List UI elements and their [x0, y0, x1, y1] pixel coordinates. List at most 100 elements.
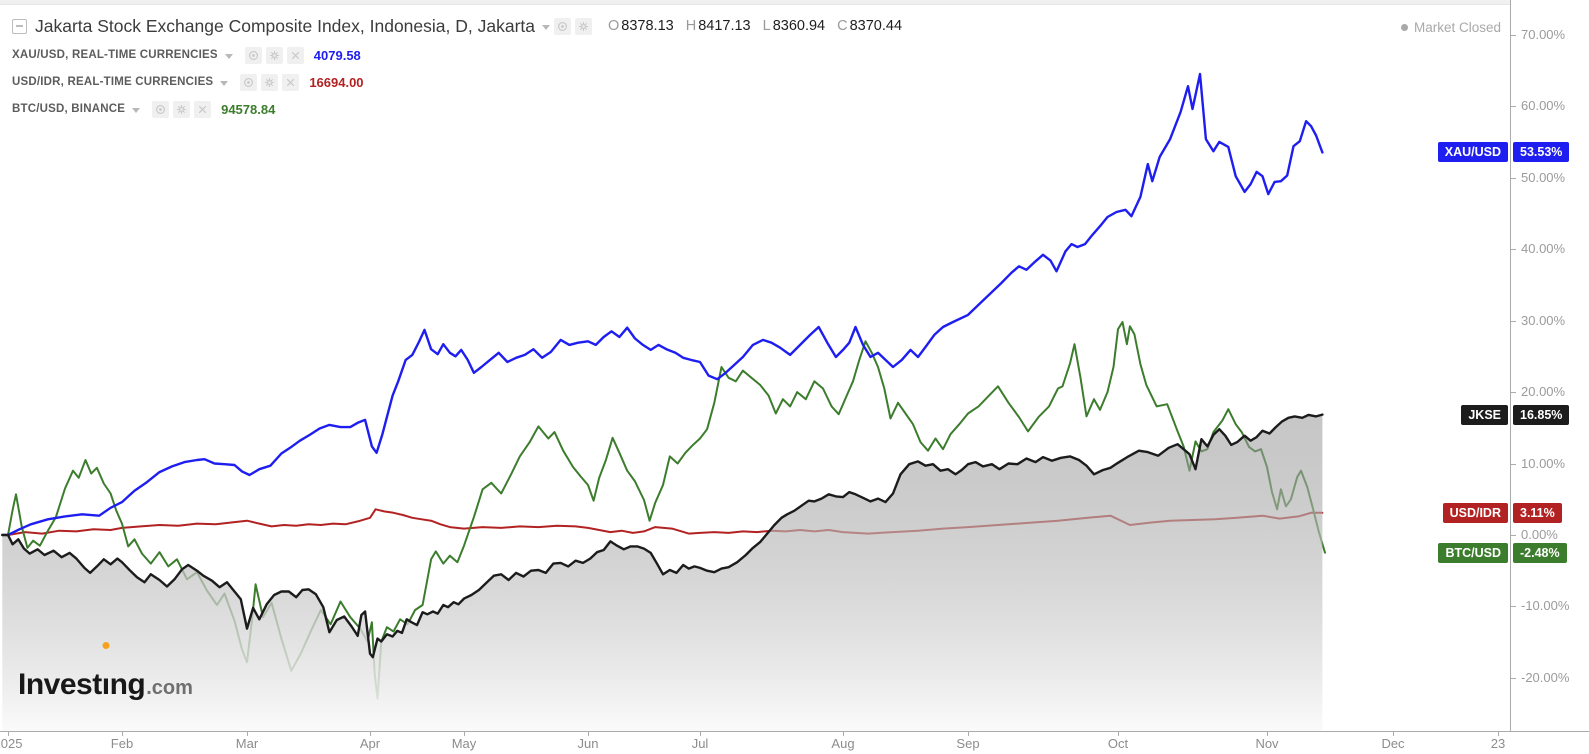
- series-badge-usdidr: USD/IDR: [1442, 503, 1508, 523]
- open-label: O: [608, 18, 620, 34]
- gear-icon[interactable]: [575, 17, 592, 35]
- series-badge-value-jkse: 16.85%: [1513, 405, 1570, 425]
- price-chart-canvas[interactable]: [0, 0, 1510, 731]
- time-axis[interactable]: 2025 Feb Mar Apr May Jun Jul Aug Sep Oct Nov Dec 23: [0, 731, 1589, 754]
- chevron-down-icon[interactable]: [542, 24, 550, 30]
- x-axis-tick: [1393, 732, 1394, 736]
- x-axis-tick: [843, 732, 844, 736]
- y-axis-tick: [1511, 106, 1516, 108]
- y-axis-label: 10.00%: [1521, 455, 1566, 471]
- brand-suffix: .com: [146, 677, 193, 699]
- x-axis-tick: [1498, 732, 1499, 736]
- series-badge-btcusd: BTC/USD: [1438, 543, 1508, 563]
- close-icon[interactable]: [194, 100, 212, 118]
- series-badge-jkse: JKSE: [1461, 405, 1508, 425]
- price-axis[interactable]: 70.00% 60.00% 50.00% 40.00% 30.00% 20.00% 10.0…: [1510, 0, 1589, 731]
- legend-value-2: 94578.84: [221, 101, 276, 117]
- symbol-label[interactable]: USD/IDR, REAL-TIME CURRENCIES: [12, 76, 214, 88]
- legend-panel: Jakarta Stock Exchange Composite Index, …: [12, 14, 902, 126]
- open-value: 8378.13: [621, 18, 674, 34]
- x-axis-label: Mar: [235, 736, 259, 751]
- x-axis-label: May: [451, 736, 477, 751]
- page-title[interactable]: Jakarta Stock Exchange Composite Index, …: [35, 15, 535, 36]
- market-status-text: Market Closed: [1413, 20, 1501, 35]
- low-value: 8360.94: [772, 18, 826, 34]
- close-icon[interactable]: [286, 46, 304, 64]
- legend-value-1: 16694.00: [309, 74, 364, 90]
- y-axis-label: 70.00%: [1521, 26, 1566, 42]
- x-axis-tick: [700, 732, 701, 736]
- x-axis-tick: [247, 732, 248, 736]
- gear-icon[interactable]: [265, 46, 283, 64]
- legend-row-xauusd: XAU/USD, REAL-TIME CURRENCIES 4079.58: [12, 45, 902, 65]
- series-badge-value-xauusd: 53.53%: [1513, 142, 1570, 162]
- gear-icon[interactable]: [261, 73, 279, 91]
- chevron-down-icon[interactable]: [224, 53, 233, 59]
- y-axis-label: 50.00%: [1521, 169, 1566, 185]
- x-axis-label: Jul: [691, 736, 709, 751]
- brand-text: Investı ng: [18, 642, 146, 702]
- x-axis-label: Aug: [831, 736, 855, 751]
- x-axis-label: Jun: [577, 736, 599, 751]
- y-axis-label: 30.00%: [1521, 312, 1566, 328]
- y-axis-label: 20.00%: [1521, 384, 1566, 400]
- eye-icon[interactable]: [240, 73, 258, 91]
- eye-icon[interactable]: [554, 17, 571, 35]
- low-label: L: [762, 18, 771, 34]
- collapse-icon[interactable]: [12, 18, 27, 34]
- market-status: Market Closed: [1400, 20, 1501, 35]
- y-axis-tick: [1511, 677, 1516, 679]
- y-axis-tick: [1511, 463, 1516, 465]
- y-axis-label: -10.00%: [1521, 598, 1570, 614]
- x-axis-tick: [464, 732, 465, 736]
- y-axis-label: 40.00%: [1521, 241, 1566, 257]
- eye-icon[interactable]: [244, 46, 262, 64]
- x-axis-tick: [1118, 732, 1119, 736]
- y-axis-tick: [1511, 249, 1516, 251]
- brand-dot-icon: [102, 642, 110, 649]
- main-symbol-row: Jakarta Stock Exchange Composite Index, …: [12, 14, 902, 38]
- high-label: H: [685, 18, 697, 34]
- legend-row-usdidr: USD/IDR, REAL-TIME CURRENCIES 16694.00: [12, 72, 902, 92]
- x-axis-label: Sep: [956, 736, 980, 751]
- x-axis-label: 23: [1490, 736, 1506, 751]
- legend-value-0: 4079.58: [313, 47, 361, 63]
- eye-icon[interactable]: [152, 100, 170, 118]
- x-axis-label: Apr: [359, 736, 381, 751]
- y-axis-label: 0.00%: [1521, 527, 1558, 542]
- close-icon[interactable]: [282, 73, 300, 91]
- high-value: 8417.13: [698, 18, 751, 34]
- x-axis-tick: [370, 732, 371, 736]
- chevron-down-icon[interactable]: [132, 107, 141, 113]
- series-badge-value-usdidr: 3.11%: [1513, 503, 1562, 523]
- x-axis-label: Feb: [110, 736, 134, 751]
- chevron-down-icon[interactable]: [220, 80, 229, 86]
- y-axis-tick: [1511, 392, 1516, 394]
- y-axis-tick: [1511, 535, 1516, 536]
- x-axis-tick: [588, 732, 589, 736]
- y-axis-tick: [1511, 606, 1516, 608]
- status-dot-icon: [1400, 24, 1408, 31]
- x-axis-label: Nov: [1255, 736, 1279, 751]
- symbol-label[interactable]: BTC/USD, BINANCE: [12, 103, 126, 115]
- x-axis-tick: [8, 732, 9, 736]
- x-axis-label: Oct: [1107, 736, 1129, 751]
- series-badge-value-btcusd: -2.48%: [1513, 543, 1567, 563]
- series-area-jkse: [2, 414, 1323, 731]
- y-axis-tick: [1511, 34, 1516, 36]
- x-axis-label: 2025: [0, 736, 23, 751]
- symbol-label[interactable]: XAU/USD, REAL-TIME CURRENCIES: [12, 49, 218, 61]
- x-axis-tick: [1267, 732, 1268, 736]
- legend-row-btcusd: BTC/USD, BINANCE 94578.84: [12, 99, 902, 119]
- x-axis-label: Dec: [1381, 736, 1405, 751]
- series-line-jkse: [1, 413, 1324, 659]
- gear-icon[interactable]: [173, 100, 191, 118]
- investing-logo[interactable]: Investı ng .com: [18, 642, 193, 702]
- close-label: C: [837, 18, 848, 34]
- y-axis-label: -20.00%: [1521, 669, 1570, 685]
- series-line-xauusd: [1, 72, 1324, 537]
- y-axis-tick: [1511, 320, 1516, 322]
- x-axis-tick: [968, 732, 969, 736]
- y-axis-label: 60.00%: [1521, 98, 1566, 114]
